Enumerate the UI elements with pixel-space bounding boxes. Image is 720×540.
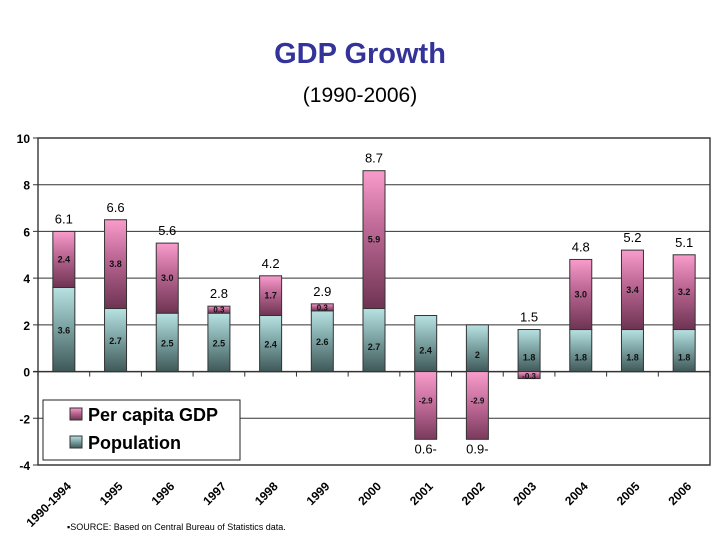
y-tick-label: -2 (19, 412, 30, 426)
per-capita-gdp-bar (155, 242, 179, 314)
legend-population: Population (88, 433, 181, 453)
total-growth-label: 2.8 (210, 286, 228, 301)
population-bar (620, 329, 644, 373)
legend-per-capita-gdp: Per capita GDP (88, 405, 218, 425)
population-bar (465, 324, 489, 373)
population-value: 2.7 (368, 342, 381, 352)
total-growth-label: 0.6- (414, 441, 436, 456)
population-bar (414, 315, 438, 373)
population-bar (569, 329, 593, 373)
population-value: 1.8 (575, 353, 588, 363)
y-tick-label: -4 (19, 459, 30, 473)
population-bar (362, 308, 386, 373)
per-capita-gdp-bar (620, 249, 644, 331)
x-tick-label: 2004 (562, 479, 591, 508)
x-tick-label: 1995 (97, 479, 126, 508)
x-tick-label: 2002 (459, 479, 488, 508)
y-tick-label: 0 (23, 366, 30, 380)
total-growth-label: 2.9 (313, 284, 331, 299)
population-value: 2.7 (109, 336, 122, 346)
y-tick-label: 2 (23, 319, 30, 333)
per-capita-gdp-swatch (69, 407, 83, 421)
total-growth-label: 4.2 (262, 256, 280, 271)
x-tick-label: 2000 (355, 479, 384, 508)
per-capita-gdp-value: -2.9 (470, 396, 484, 405)
per-capita-gdp-bar (569, 258, 593, 331)
per-capita-gdp-bar (517, 371, 541, 380)
population-value: 1.8 (523, 353, 536, 363)
x-tick-label: 2006 (665, 479, 694, 508)
y-tick-label: 8 (23, 179, 30, 193)
population-bar (672, 329, 696, 373)
total-growth-label: 8.7 (365, 151, 383, 166)
per-capita-gdp-value: 1.7 (264, 291, 277, 301)
per-capita-gdp-value: 3.4 (626, 285, 639, 295)
x-tick-label: 1997 (200, 479, 229, 508)
per-capita-gdp-bar (104, 219, 128, 310)
per-capita-gdp-value: 3.0 (161, 273, 174, 283)
population-value: 2.5 (213, 338, 226, 348)
population-value: 2.4 (264, 340, 277, 350)
per-capita-gdp-bar (259, 275, 283, 317)
population-bar (517, 329, 541, 373)
per-capita-gdp-value: 2.4 (58, 254, 71, 264)
total-growth-label: 6.1 (55, 211, 73, 226)
y-tick-label: 10 (17, 132, 31, 146)
chart-subtitle: (1990-2006) (302, 84, 418, 107)
source-footnote: ▪SOURCE: Based on Central Bureau of Stat… (67, 522, 286, 532)
per-capita-gdp-value: 3.8 (109, 259, 122, 269)
x-tick-label: 2003 (510, 479, 539, 508)
total-growth-label: 5.6 (158, 223, 176, 238)
population-value: 2.6 (316, 337, 329, 347)
per-capita-gdp-value: -0.3 (522, 372, 536, 381)
per-capita-gdp-bar (52, 230, 76, 288)
x-tick-label: 1996 (149, 479, 178, 508)
chart-title: GDP Growth (274, 38, 446, 70)
per-capita-gdp-bar (414, 371, 438, 440)
total-growth-label: 5.1 (675, 235, 693, 250)
x-tick-label: 2005 (614, 479, 643, 508)
per-capita-gdp-value: 3.0 (575, 289, 588, 299)
per-capita-gdp-bar (362, 170, 386, 310)
per-capita-gdp-value: 5.9 (368, 235, 381, 245)
x-tick-label: 2001 (407, 479, 436, 508)
x-tick-label: 1998 (252, 479, 281, 508)
population-swatch (69, 435, 83, 449)
per-capita-gdp-bar (465, 371, 489, 440)
per-capita-gdp-value: 0.3 (317, 303, 329, 312)
population-value: 2.5 (161, 338, 174, 348)
total-growth-label: 6.6 (106, 200, 124, 215)
total-growth-label: 5.2 (623, 230, 641, 245)
per-capita-gdp-bar (672, 254, 696, 331)
x-tick-label: 1999 (304, 479, 333, 508)
per-capita-gdp-bar (310, 303, 334, 312)
per-capita-gdp-value: 3.2 (678, 287, 691, 297)
y-tick-label: 4 (23, 272, 30, 286)
population-value: 2.4 (419, 346, 432, 356)
population-value: 2 (475, 350, 480, 360)
y-tick-label: 6 (23, 225, 30, 239)
population-value: 1.8 (678, 353, 691, 363)
population-value: 1.8 (626, 353, 639, 363)
total-growth-label: 4.8 (572, 239, 590, 254)
total-growth-label: 1.5 (520, 310, 538, 325)
per-capita-gdp-value: -2.9 (419, 396, 433, 405)
population-value: 3.6 (58, 326, 71, 336)
per-capita-gdp-bar (207, 305, 231, 314)
per-capita-gdp-value: 0.3 (213, 306, 225, 315)
total-growth-label: 0.9- (466, 441, 488, 456)
